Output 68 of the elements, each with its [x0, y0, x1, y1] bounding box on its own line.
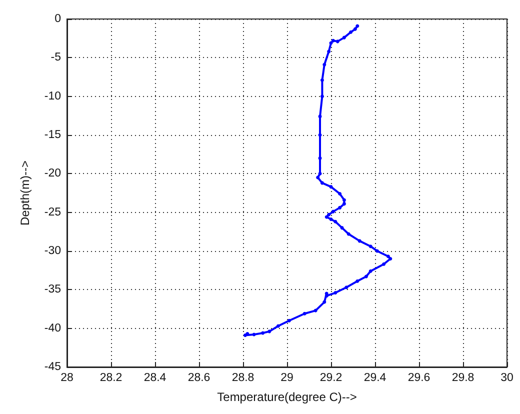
point: [261, 331, 265, 335]
y-tick-label: -40: [44, 322, 61, 334]
point: [358, 239, 362, 243]
point: [368, 269, 372, 273]
point: [375, 249, 379, 253]
x-tick-label: 28.6: [188, 372, 210, 384]
point: [331, 38, 335, 42]
y-tick-label: -10: [44, 90, 61, 102]
point: [346, 232, 350, 236]
x-tick-label: 30: [500, 372, 514, 384]
point: [338, 206, 342, 210]
point: [344, 286, 348, 290]
point: [364, 274, 368, 278]
point: [327, 50, 331, 54]
point: [342, 36, 346, 40]
x-axis-title: Temperature(degree C)-->: [217, 390, 357, 404]
x-tick-label: 29.2: [320, 372, 342, 384]
y-tick-label: -25: [44, 206, 61, 218]
point: [356, 24, 360, 28]
y-tick-label: -20: [44, 168, 61, 180]
x-tick-label: 28.4: [144, 372, 167, 384]
x-tick-label: 29.6: [408, 372, 430, 384]
y-axis-title: Depth(m)-->: [18, 160, 32, 226]
point: [320, 181, 324, 185]
point: [349, 30, 353, 34]
point: [276, 324, 280, 328]
x-tick-label: 28.8: [232, 372, 254, 384]
y-tick-label: -15: [44, 129, 61, 141]
point: [324, 215, 328, 219]
point: [302, 312, 306, 316]
point: [368, 244, 372, 248]
point: [334, 220, 338, 224]
point: [324, 292, 328, 296]
point: [327, 212, 331, 216]
y-tick-label: -5: [50, 52, 61, 64]
point: [342, 202, 346, 206]
point: [382, 262, 386, 266]
x-tick-label: 29: [280, 372, 294, 384]
point: [318, 172, 322, 176]
point: [316, 176, 320, 180]
point: [331, 210, 335, 214]
point: [268, 330, 272, 334]
point: [287, 318, 291, 322]
point: [388, 256, 392, 260]
x-tick-label: 28.2: [100, 372, 122, 384]
x-tick-label: 29.8: [452, 372, 474, 384]
point: [334, 291, 338, 295]
y-tick-label: 0: [54, 13, 61, 25]
y-tick-label: -35: [44, 284, 61, 296]
y-tick-label: -30: [44, 245, 61, 257]
point: [329, 218, 333, 222]
point: [318, 156, 322, 160]
point: [320, 78, 324, 82]
x-tick-label: 28: [60, 372, 74, 384]
point: [336, 40, 340, 44]
point: [320, 94, 324, 98]
point: [329, 185, 333, 189]
point: [386, 254, 390, 258]
point: [314, 308, 318, 312]
point: [356, 279, 360, 283]
y-tick-label: -45: [44, 361, 61, 373]
x-tick-label: 29.4: [364, 372, 387, 384]
point: [342, 198, 346, 202]
point: [322, 62, 326, 66]
point: [340, 226, 344, 230]
point: [353, 27, 357, 31]
point: [322, 300, 326, 304]
point: [338, 192, 342, 196]
